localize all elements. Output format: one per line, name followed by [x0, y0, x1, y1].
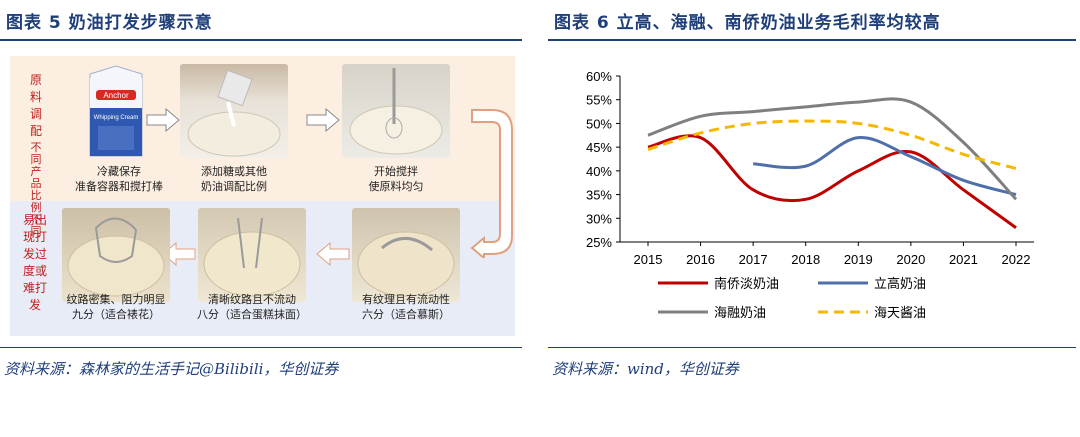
legend-label: 海天酱油 [874, 306, 926, 321]
side-note-ingredients: 原料 调配 [29, 73, 42, 138]
figure-6-title: 图表 6 立高、海融、南侨奶油业务毛利率均较高 [554, 13, 941, 33]
whipping-flow-diagram: 原料 调配 不同 产品 比例 不同 易出 现打 发过 度或 难打发 Anchor W… [10, 56, 515, 336]
step-5-caption: 清晰纹路且不流动 八分（适合蛋糕抹面） [197, 293, 307, 321]
x-tick-label: 2022 [1002, 252, 1031, 267]
figure-6-panel: 图表 6 立高、海融、南侨奶油业务毛利率均较高 60% 55% 50% 45% 40% 3… [548, 0, 1080, 437]
y-tick-label: 40% [586, 164, 612, 179]
step-3-photo [342, 64, 450, 158]
arrow-right-icon [146, 108, 180, 132]
figure-6-source: 资料来源：wind，华创证券 [552, 360, 739, 378]
series-line-2 [647, 97, 1018, 201]
series-line-1 [753, 136, 1017, 197]
step-2-photo [180, 64, 288, 158]
x-tick-label: 2017 [739, 252, 768, 267]
legend-label: 南侨淡奶油 [714, 276, 779, 292]
brand-label: Anchor [103, 91, 129, 100]
x-tick-label: 2016 [686, 252, 715, 267]
title-rule [548, 39, 1076, 41]
y-tick-label: 55% [586, 93, 612, 108]
y-tick-label: 35% [586, 188, 612, 203]
x-tick-label: 2020 [896, 252, 925, 267]
legend-label: 海融奶油 [714, 306, 766, 321]
y-tick-label: 45% [586, 140, 612, 155]
figure-5-title: 图表 5 奶油打发步骤示意 [6, 13, 213, 33]
x-tick-label: 2021 [949, 252, 978, 267]
side-note-ratio: 不同 产品 比例 不同 [30, 141, 42, 238]
step-4-caption: 有纹理且有流动性 六分（适合慕斯） [362, 293, 450, 321]
step-5-photo [198, 208, 306, 302]
source-rule [548, 347, 1076, 348]
step-6-caption: 纹路密集、阻力明显 九分（适合裱花） [66, 293, 166, 321]
arrow-left-icon [316, 242, 350, 266]
y-tick-label: 60% [586, 69, 612, 84]
step-2-caption: 添加糖或其他 奶油调配比例 [201, 165, 267, 193]
step-1-caption: 冷藏保存 准备容器和搅打棒 [75, 165, 163, 193]
x-tick-label: 2018 [791, 252, 820, 267]
step-3-caption: 开始搅拌 使原料均匀 [368, 165, 424, 193]
series-line-0 [647, 134, 1017, 229]
step-6-photo [62, 208, 170, 302]
x-tick-label: 2015 [634, 252, 663, 267]
margin-line-chart: 60% 55% 50% 45% 40% 35% 30% 25% 2015 2016 2017 2018… [586, 69, 1034, 321]
product-label: Whipping Cream [94, 115, 139, 121]
y-tick-label: 50% [586, 116, 612, 131]
title-rule [0, 39, 522, 41]
arrow-right-icon [306, 108, 340, 132]
u-turn-arrow-icon [470, 109, 513, 258]
side-note-overwhip: 易出 现打 发过 度或 难打发 [22, 213, 47, 312]
x-tick-label: 2019 [844, 252, 873, 267]
legend-label: 立高奶油 [874, 276, 926, 292]
source-rule [0, 347, 522, 348]
step-4-photo [352, 208, 460, 302]
figure-5-panel: 图表 5 奶油打发步骤示意 原料 调配 不同 产品 比例 不同 易出 现打 发过度… [0, 0, 528, 437]
figure-5-source: 资料来源：森林家的生活手记@Bilibili，华创证券 [4, 360, 339, 378]
y-tick-label: 30% [586, 211, 612, 226]
cream-carton-image: Anchor Whipping Cream [80, 64, 152, 158]
y-tick-label: 25% [586, 235, 612, 250]
series-line-3 [647, 119, 1017, 170]
